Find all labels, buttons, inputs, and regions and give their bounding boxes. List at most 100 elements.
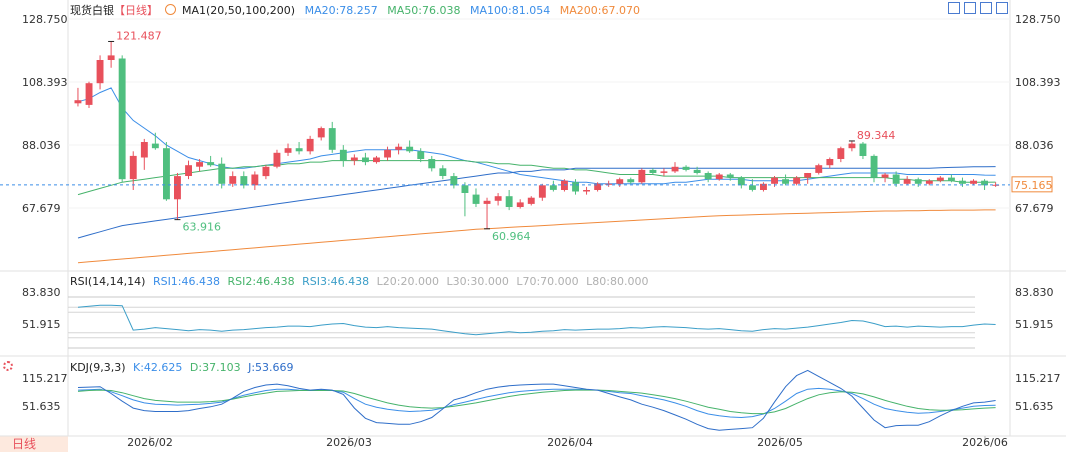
candle-body <box>450 176 458 186</box>
candle-body <box>461 185 469 193</box>
last-price-tag <box>1011 176 1053 193</box>
candle-body <box>384 149 391 158</box>
candle-body <box>771 177 778 184</box>
x-tick-label: 2026/05 <box>757 436 803 449</box>
candle-body <box>151 143 159 149</box>
candle-body <box>362 157 369 163</box>
candle-body <box>749 185 756 190</box>
candle-body <box>660 171 668 173</box>
candle-body <box>715 174 723 180</box>
j-value: J:53.669 <box>248 361 294 374</box>
candle-body <box>936 177 944 181</box>
candle-body <box>627 179 635 183</box>
price-tick-left: 67.679 <box>22 202 61 215</box>
candle-body <box>439 168 447 176</box>
rsi-legend: RSI(14,14,14) RSI1:46.438 RSI2:46.438 RS… <box>70 275 648 288</box>
candle-body <box>74 100 82 104</box>
candle-body <box>804 173 812 178</box>
candle-body <box>859 143 867 156</box>
kdj-legend-label: KDJ(9,3,3) <box>70 361 126 374</box>
ma100-value: MA100:81.054 <box>470 4 551 17</box>
last-price-label: 75.165 <box>1014 179 1053 192</box>
ma200-value: MA200:67.070 <box>559 4 640 17</box>
candle-body <box>594 183 602 190</box>
candle-body <box>240 176 248 186</box>
ma50-value: MA50:76.038 <box>387 4 461 17</box>
candle-body <box>616 179 624 184</box>
d-value: D:37.103 <box>189 361 241 374</box>
candle-body <box>538 185 546 198</box>
candle-body <box>207 162 215 166</box>
candle-body <box>925 180 933 184</box>
candle-body <box>671 166 679 172</box>
rsi1-value: RSI1:46.438 <box>152 275 221 288</box>
candle-body <box>914 179 922 184</box>
rsi-legend-label: RSI(14,14,14) <box>70 275 146 288</box>
candle-body <box>395 146 403 150</box>
x-tick-label: 2026/02 <box>127 436 173 449</box>
ma100-line <box>77 166 996 239</box>
expand-icon[interactable] <box>948 2 960 14</box>
candle-body <box>306 138 314 152</box>
ma50-line <box>77 160 996 196</box>
rsi3-value: RSI3:46.438 <box>302 275 370 288</box>
extreme-label: 60.964 <box>492 230 531 243</box>
l80-value: L80:80.000 <box>586 275 649 288</box>
candle-body <box>262 166 270 177</box>
candle-body <box>837 148 845 159</box>
candle-body <box>163 148 170 200</box>
kdj-tick-right: 51.635 <box>1015 400 1054 413</box>
candle-body <box>649 169 657 173</box>
candle-body <box>737 177 745 186</box>
kdj-tick-right: 115.217 <box>1015 372 1061 385</box>
candle-body <box>295 148 303 152</box>
settings-circle-icon[interactable] <box>164 4 176 15</box>
candle-body <box>992 184 1000 186</box>
candle-body <box>505 196 513 207</box>
candle-body <box>826 159 834 166</box>
rsi-tick-right: 51.915 <box>1015 318 1054 331</box>
candle-body <box>185 165 192 176</box>
candle-body <box>527 197 535 204</box>
layout-icon[interactable] <box>980 2 992 14</box>
settings-gear-icon[interactable] <box>3 361 13 371</box>
candle-body <box>959 180 966 184</box>
fullscreen-icon[interactable] <box>996 2 1008 14</box>
candle-body <box>494 196 502 201</box>
candle-body <box>561 180 568 190</box>
candle-body <box>339 149 347 161</box>
kdj-tick-left: 51.635 <box>22 400 61 413</box>
kdj-j-line <box>77 369 996 431</box>
candle-body <box>229 176 237 184</box>
period-label[interactable]: 【日线】 <box>114 4 158 17</box>
candle-body <box>881 174 889 178</box>
candle-body <box>693 169 701 173</box>
candle-body <box>903 179 911 184</box>
price-tick-left: 108.393 <box>22 76 68 89</box>
candle-body <box>848 143 856 149</box>
period-button[interactable]: 日线 <box>0 436 68 452</box>
candle-body <box>892 174 900 184</box>
candle-body <box>196 162 203 167</box>
kdj-legend: KDJ(9,3,3) K:42.625 D:37.103 J:53.669 <box>70 361 294 374</box>
price-tick-left: 88.036 <box>22 139 61 152</box>
candle-body <box>417 151 425 159</box>
candle-body <box>549 185 557 190</box>
extreme-label: 121.487 <box>116 29 162 42</box>
candle-body <box>970 180 977 184</box>
candle-body <box>85 83 93 105</box>
candle-body <box>273 152 281 167</box>
rsi2-value: RSI2:46.438 <box>227 275 295 288</box>
k-value: K:42.625 <box>133 361 183 374</box>
ma20-value: MA20:78.257 <box>304 4 378 17</box>
chart-header: 现货白银【日线】 MA1(20,50,100,200) MA20:78.257 … <box>70 2 640 18</box>
x-tick-label: 2026/03 <box>326 436 372 449</box>
candle-body <box>373 157 380 163</box>
collapse-icon[interactable] <box>964 2 976 14</box>
rsi-tick-left: 51.915 <box>22 318 61 331</box>
candle-body <box>328 128 336 150</box>
candle-body <box>704 173 712 180</box>
candle-body <box>793 177 801 184</box>
